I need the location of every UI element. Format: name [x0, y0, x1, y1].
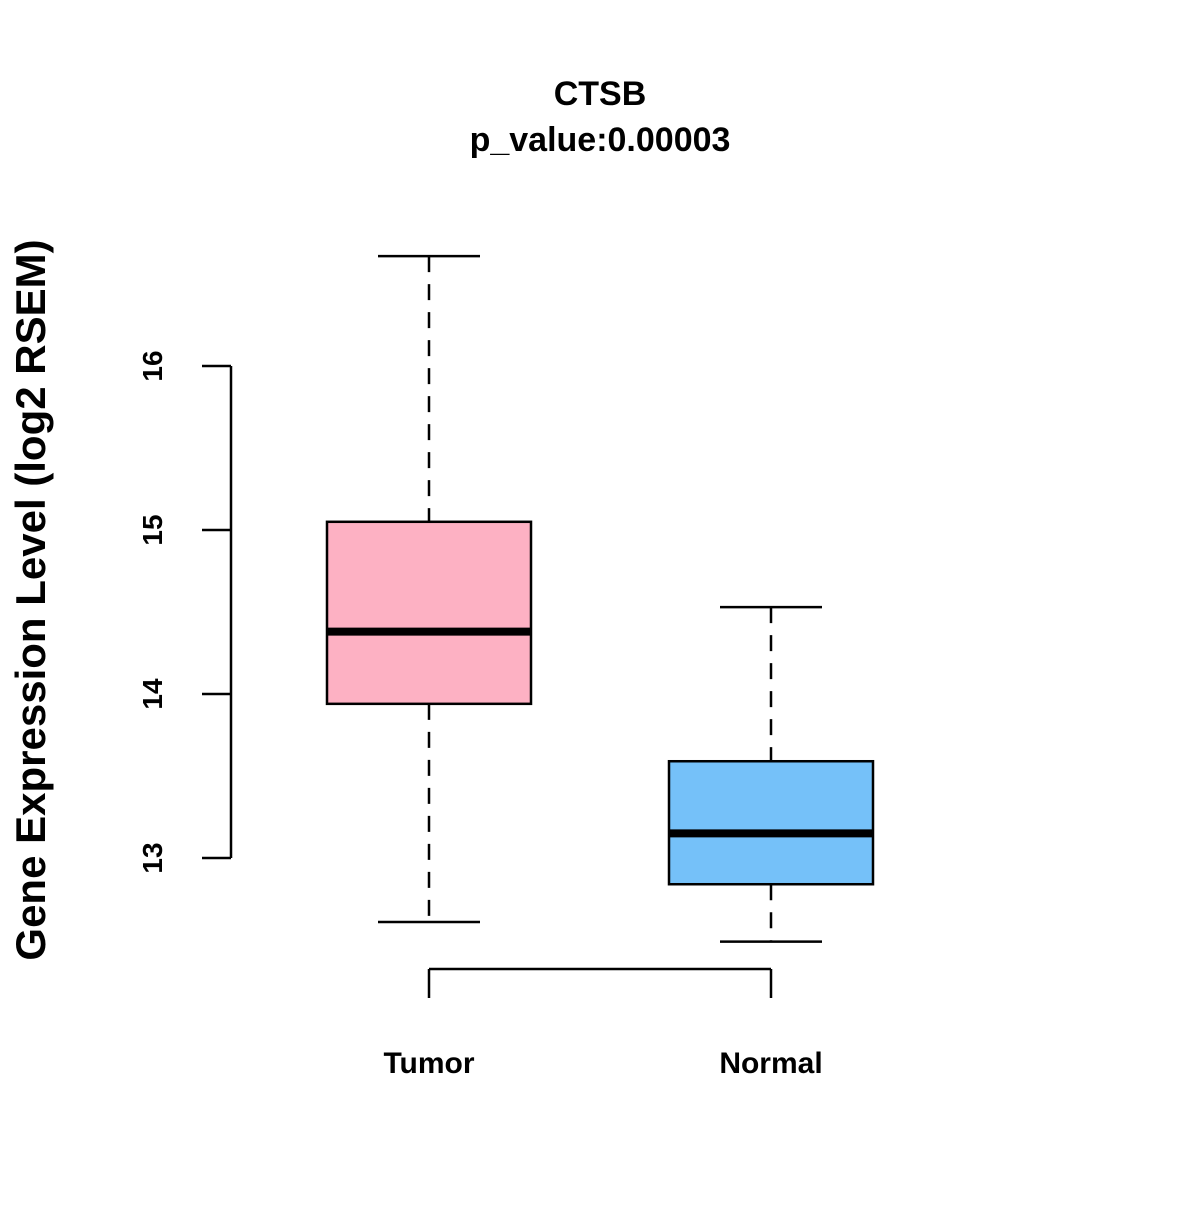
y-tick-label: 16: [137, 350, 168, 381]
boxes: [325, 254, 875, 943]
x-tick-label: Normal: [719, 1047, 822, 1080]
box-normal: [667, 605, 875, 943]
y-axis-label: Gene Expression Level (log2 RSEM): [7, 239, 54, 960]
y-tick-label: 13: [137, 842, 168, 873]
x-tick-label: Tumor: [383, 1047, 474, 1080]
x-axis: Tumor Normal: [383, 967, 823, 1080]
chart-title: CTSB: [554, 75, 647, 113]
y-tick-label: 14: [137, 678, 168, 710]
iqr-box: [667, 759, 875, 886]
chart-subtitle: p_value:0.00003: [470, 121, 731, 159]
iqr-box: [325, 520, 533, 706]
y-axis: 13 14 15 16: [137, 350, 233, 874]
y-tick-label: 15: [137, 514, 168, 545]
box-tumor: [325, 254, 533, 924]
